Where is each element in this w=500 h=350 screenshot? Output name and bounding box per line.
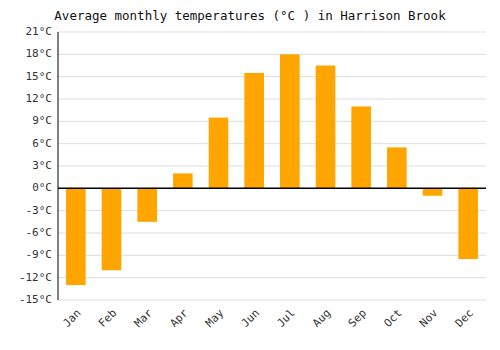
- grid-line: [58, 300, 486, 301]
- x-tick-label: May: [203, 306, 227, 330]
- title: Average monthly temperatures (°C ) in Ha…: [54, 8, 446, 23]
- bar: [173, 173, 193, 188]
- x-tick-label: Nov: [417, 306, 441, 330]
- y-tick-label: -3°C: [26, 204, 53, 217]
- x-tick-label: Jun: [239, 307, 262, 330]
- x-tick-label: Jan: [60, 307, 83, 330]
- y-tick-label: 0°C: [32, 181, 52, 194]
- bars: [66, 54, 478, 285]
- bar: [351, 106, 371, 188]
- grid-line: [58, 143, 486, 144]
- bar: [209, 118, 229, 189]
- grid-line: [58, 277, 486, 278]
- grid-line: [58, 76, 486, 77]
- y-tick-label: -6°C: [26, 226, 53, 239]
- grid-line: [58, 166, 486, 167]
- grid: [58, 32, 486, 300]
- grid-line: [58, 233, 486, 234]
- grid-line: [58, 188, 486, 189]
- x-axis: Jan Feb Mar Apr May Jun Jul Aug Sep Oct Nov Dec: [60, 306, 476, 330]
- grid-line: [58, 32, 486, 33]
- background: [0, 0, 500, 350]
- grid-line: [58, 54, 486, 55]
- bar: [423, 188, 443, 195]
- y-tick-label: 9°C: [32, 114, 52, 127]
- y-tick-label: 21°C: [26, 25, 53, 38]
- bar: [102, 188, 122, 270]
- x-tick-label: Feb: [96, 307, 119, 330]
- zero-line: [58, 188, 486, 190]
- y-tick-label: 3°C: [32, 159, 52, 172]
- y-axis: -15°C -12°C -9°C -6°C -3°C 0°C 3°C 6°C 9°C 12°C 15…: [19, 25, 52, 306]
- bar: [244, 73, 264, 188]
- x-tick-label: Dec: [453, 307, 476, 330]
- grid-line: [58, 255, 486, 256]
- x-tick-label: Aug: [310, 307, 333, 330]
- bar: [66, 188, 86, 285]
- bar: [458, 188, 478, 259]
- bar: [387, 147, 407, 188]
- grid-line: [58, 210, 486, 211]
- bar: [137, 188, 157, 222]
- y-tick-label: 15°C: [26, 70, 53, 83]
- grid-line: [58, 121, 486, 122]
- bar: [280, 54, 300, 188]
- grid-line: [58, 99, 486, 100]
- y-tick-label: 6°C: [32, 137, 52, 150]
- x-tick-label: Mar: [132, 306, 156, 330]
- chart: -15°C -12°C -9°C -6°C -3°C 0°C 3°C 6°C 9°C 12°C 15…: [0, 0, 500, 350]
- y-axis-line: [58, 32, 59, 300]
- x-tick-label: Sep: [346, 307, 369, 330]
- y-tick-label: -12°C: [19, 271, 52, 284]
- y-tick-label: 18°C: [26, 47, 53, 60]
- x-tick-label: Oct: [381, 307, 404, 330]
- y-tick-label: -9°C: [26, 248, 53, 261]
- x-tick-label: Jul: [274, 307, 297, 330]
- x-tick-label: Apr: [167, 306, 191, 330]
- y-tick-label: 12°C: [26, 92, 53, 105]
- bar: [316, 66, 336, 189]
- y-tick-label: -15°C: [19, 293, 52, 306]
